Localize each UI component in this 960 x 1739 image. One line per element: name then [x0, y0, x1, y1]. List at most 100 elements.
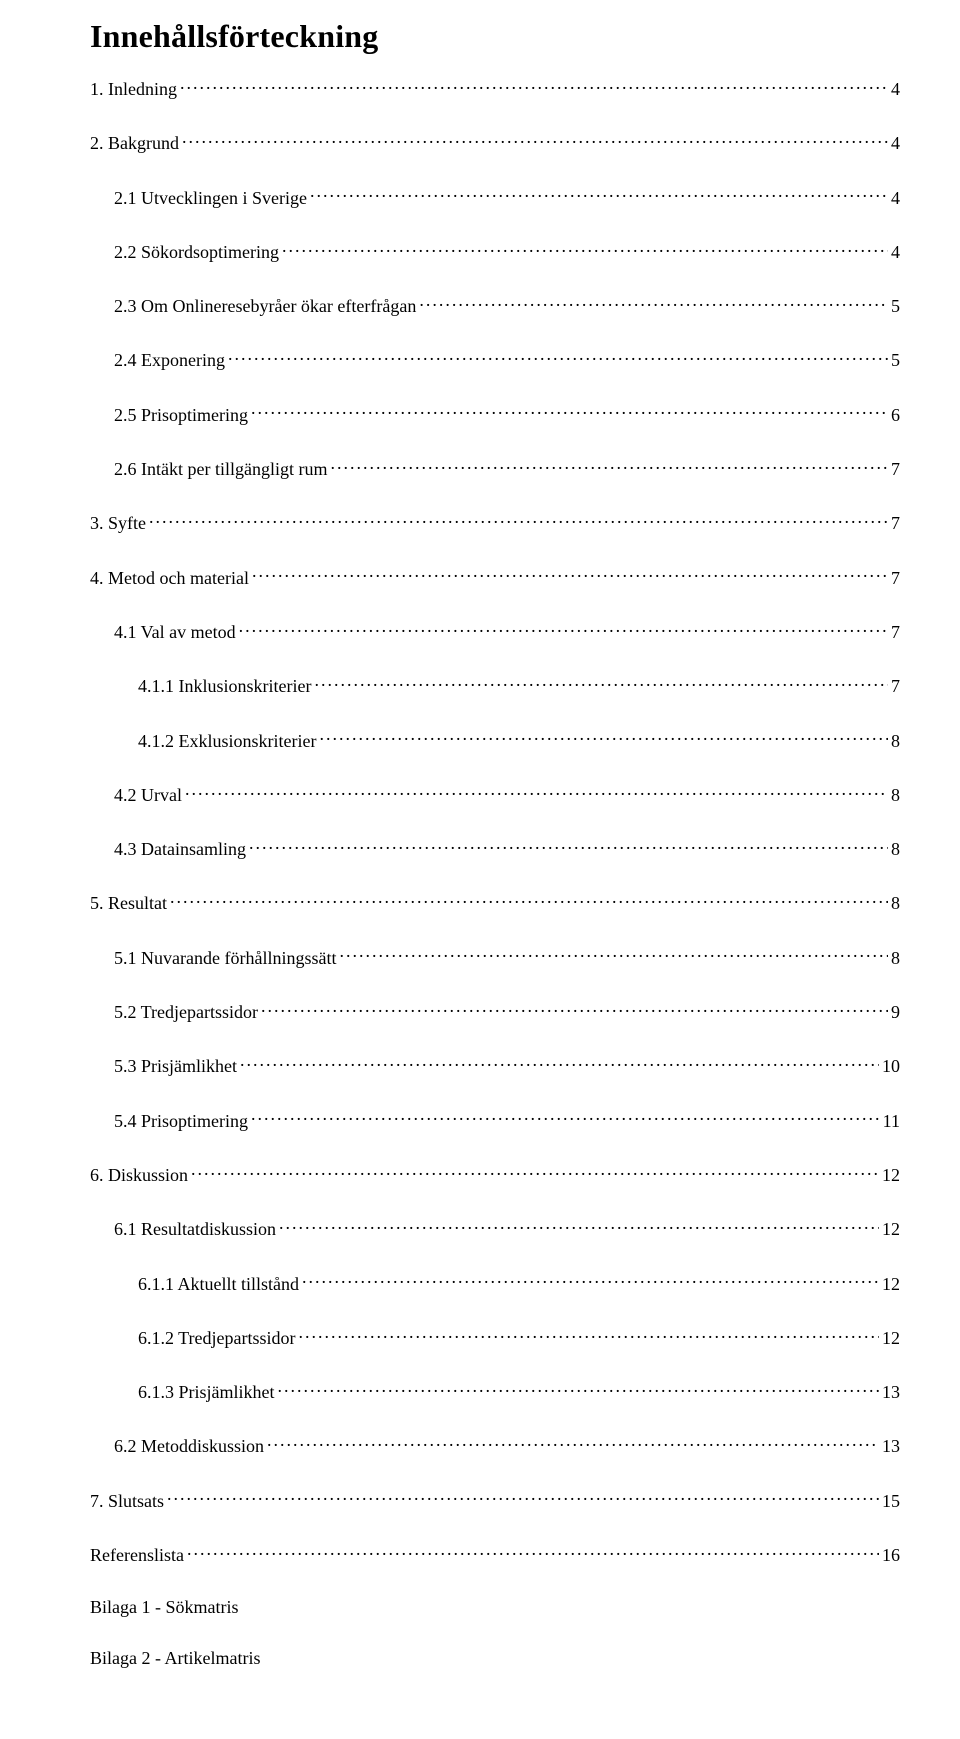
toc-entry: 6.2 Metoddiskussion 13	[114, 1434, 900, 1458]
toc-entry: 4.1.2 Exklusionskriterier8	[138, 729, 900, 753]
toc-entry-page: 7	[891, 566, 900, 590]
toc-leader-dots	[279, 1217, 879, 1235]
toc-entry-page: 12	[882, 1217, 900, 1241]
toc-entry-page: 13	[882, 1434, 900, 1458]
toc-leader-dots	[252, 566, 888, 584]
toc-leader-dots	[419, 294, 888, 312]
toc-entry: 2.4 Exponering5	[114, 348, 900, 372]
toc-entry-label: 6.1.3 Prisjämlikhet	[138, 1380, 275, 1404]
toc-entry-page: 15	[882, 1489, 900, 1513]
toc-leader-dots	[167, 1489, 879, 1507]
toc-leader-dots	[187, 1543, 879, 1561]
toc-entry-label: 5.2 Tredjepartssidor	[114, 1000, 258, 1024]
toc-entry: 4.1 Val av metod7	[114, 620, 900, 644]
toc-entry-page: 7	[891, 457, 900, 481]
toc-entry-page: 7	[891, 674, 900, 698]
toc-entry-page: 12	[882, 1326, 900, 1350]
toc-entry-page: 5	[891, 348, 900, 372]
toc-entry-page: 4	[891, 131, 900, 155]
toc-leader-dots	[267, 1434, 879, 1452]
toc-entry-page: 16	[882, 1543, 900, 1567]
toc-leader-dots	[239, 620, 888, 638]
toc-entry-label: 4. Metod och material	[90, 566, 249, 590]
toc-entry-label: 6.2 Metoddiskussion	[114, 1434, 264, 1458]
toc-leader-dots	[282, 240, 888, 258]
toc-entry: 2.6 Intäkt per tillgängligt rum7	[114, 457, 900, 481]
toc-leader-dots	[251, 403, 888, 421]
toc-entry: 6.1.2 Tredjepartssidor12	[138, 1326, 900, 1350]
toc-leader-dots	[261, 1000, 888, 1018]
toc-entry: 5.3 Prisjämlikhet10	[114, 1054, 900, 1078]
toc-entry-label: 5. Resultat	[90, 891, 167, 915]
toc-entry-label: 2. Bakgrund	[90, 131, 179, 155]
toc-entry-label: 5.1 Nuvarande förhållningssätt	[114, 946, 336, 970]
toc-leader-dots	[339, 946, 888, 964]
toc-entry-page: 8	[891, 783, 900, 807]
toc-leader-dots	[330, 457, 888, 475]
toc-list: 1. Inledning42. Bakgrund42.1 Utvecklinge…	[90, 77, 900, 1669]
toc-entry-label: 4.3 Datainsamling	[114, 837, 246, 861]
toc-entry-label: 5.4 Prisoptimering	[114, 1109, 248, 1133]
toc-entry-label: 2.3 Om Onlineresebyråer ökar efterfrågan	[114, 294, 416, 318]
toc-entry-page: 10	[882, 1054, 900, 1078]
toc-entry-label: 3. Syfte	[90, 511, 146, 535]
toc-entry-label: 4.1 Val av metod	[114, 620, 236, 644]
toc-entry: 3. Syfte 7	[90, 511, 900, 535]
toc-entry: 4.2 Urval 8	[114, 783, 900, 807]
toc-appendix: Bilaga 2 - Artikelmatris	[90, 1648, 900, 1669]
toc-entry: 7. Slutsats 15	[90, 1489, 900, 1513]
toc-appendix: Bilaga 1 - Sökmatris	[90, 1597, 900, 1618]
toc-entry: Referenslista 16	[90, 1543, 900, 1567]
toc-entry-label: 6.1.1 Aktuellt tillstånd	[138, 1272, 299, 1296]
toc-entry: 5.4 Prisoptimering11	[114, 1109, 900, 1133]
toc-entry-page: 4	[891, 240, 900, 264]
toc-leader-dots	[191, 1163, 879, 1181]
toc-entry-label: 7. Slutsats	[90, 1489, 164, 1513]
toc-entry-page: 7	[891, 511, 900, 535]
toc-entry-label: 2.5 Prisoptimering	[114, 403, 248, 427]
toc-entry-page: 8	[891, 837, 900, 861]
toc-entry: 6.1.3 Prisjämlikhet 13	[138, 1380, 900, 1404]
toc-entry-page: 6	[891, 403, 900, 427]
toc-entry: 5.1 Nuvarande förhållningssätt 8	[114, 946, 900, 970]
toc-entry: 2.1 Utvecklingen i Sverige 4	[114, 186, 900, 210]
toc-entry-page: 5	[891, 294, 900, 318]
toc-entry: 2.5 Prisoptimering 6	[114, 403, 900, 427]
toc-appendix-label: Bilaga 2 - Artikelmatris	[90, 1648, 260, 1668]
toc-leader-dots	[180, 77, 888, 95]
toc-leader-dots	[170, 891, 888, 909]
toc-entry-page: 4	[891, 77, 900, 101]
toc-entry-label: 4.1.1 Inklusionskriterier	[138, 674, 311, 698]
toc-appendix-label: Bilaga 1 - Sökmatris	[90, 1597, 238, 1617]
toc-entry-label: 4.1.2 Exklusionskriterier	[138, 729, 316, 753]
toc-entry-label: 6.1 Resultatdiskussion	[114, 1217, 276, 1241]
toc-entry-label: Referenslista	[90, 1543, 184, 1567]
toc-entry: 4. Metod och material 7	[90, 566, 900, 590]
toc-leader-dots	[182, 131, 888, 149]
toc-entry: 6. Diskussion 12	[90, 1163, 900, 1187]
toc-leader-dots	[278, 1380, 880, 1398]
toc-entry-label: 6. Diskussion	[90, 1163, 188, 1187]
toc-entry-label: 2.1 Utvecklingen i Sverige	[114, 186, 307, 210]
toc-entry-page: 12	[882, 1163, 900, 1187]
toc-entry: 2. Bakgrund 4	[90, 131, 900, 155]
toc-leader-dots	[302, 1272, 879, 1290]
toc-leader-dots	[314, 674, 888, 692]
page-title: Innehållsförteckning	[90, 18, 900, 55]
toc-leader-dots	[240, 1054, 879, 1072]
toc-entry: 2.3 Om Onlineresebyråer ökar efterfrågan…	[114, 294, 900, 318]
toc-entry-page: 13	[882, 1380, 900, 1404]
toc-entry: 4.1.1 Inklusionskriterier 7	[138, 674, 900, 698]
toc-leader-dots	[251, 1109, 880, 1127]
toc-entry: 2.2 Sökordsoptimering 4	[114, 240, 900, 264]
toc-leader-dots	[249, 837, 888, 855]
toc-entry-label: 4.2 Urval	[114, 783, 182, 807]
toc-entry-page: 8	[891, 946, 900, 970]
toc-leader-dots	[228, 348, 888, 366]
toc-entry: 5.2 Tredjepartssidor9	[114, 1000, 900, 1024]
toc-leader-dots	[310, 186, 888, 204]
toc-entry-page: 4	[891, 186, 900, 210]
toc-entry-page: 12	[882, 1272, 900, 1296]
toc-entry-label: 2.2 Sökordsoptimering	[114, 240, 279, 264]
page: Innehållsförteckning 1. Inledning42. Bak…	[0, 0, 960, 1739]
